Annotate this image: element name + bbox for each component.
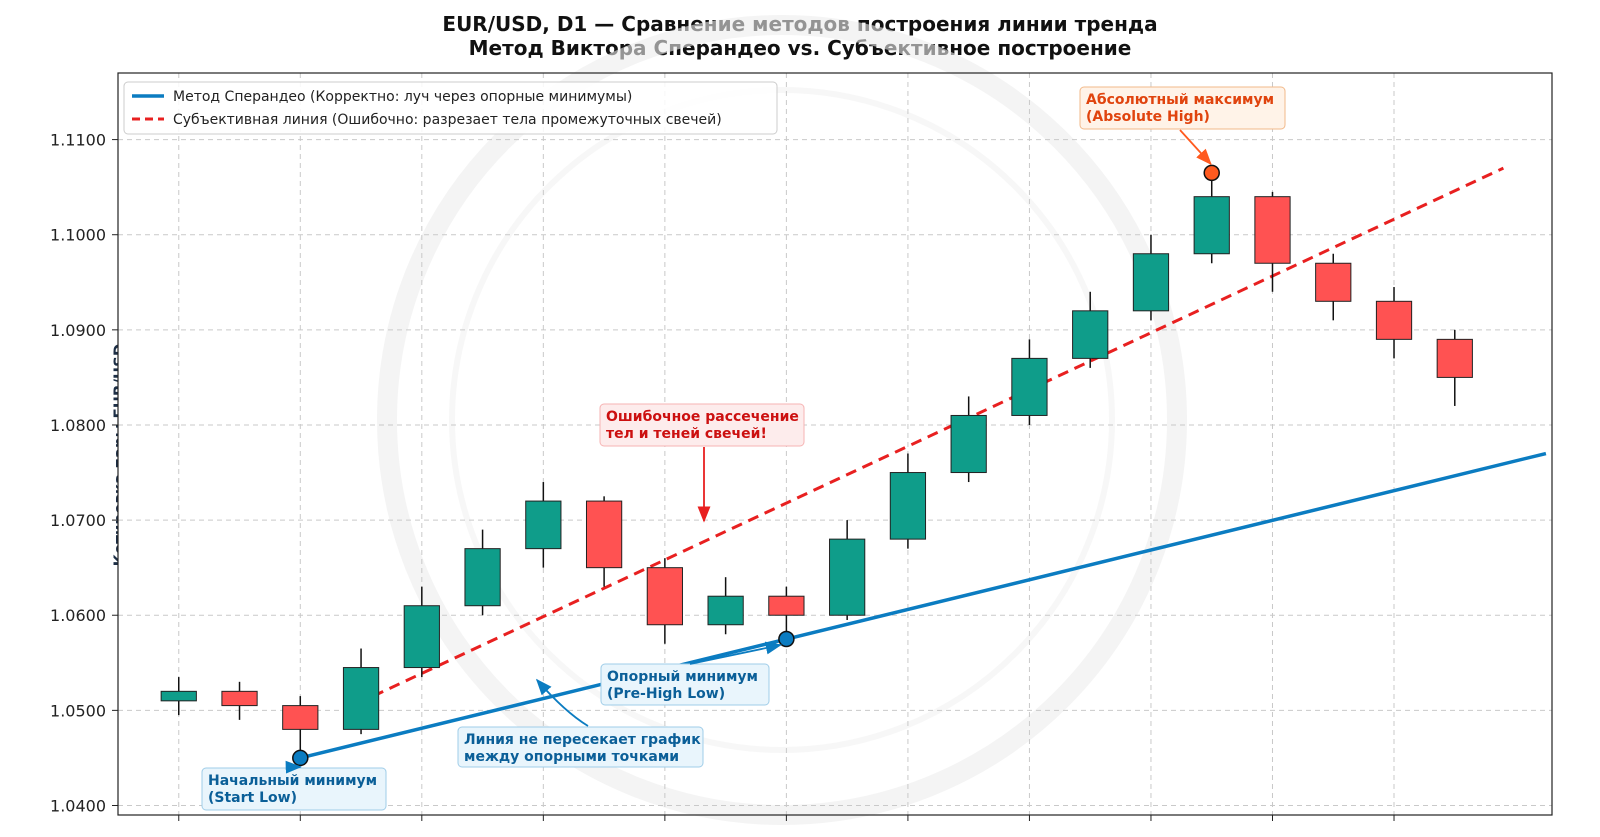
annotation-absolute-high-text: Абсолютный максимум xyxy=(1086,92,1274,108)
annotation-absolute-high-text: (Absolute High) xyxy=(1086,109,1210,125)
bearish-candle xyxy=(585,500,623,569)
bearish-candle xyxy=(282,705,319,730)
sperandeo-trendline xyxy=(299,451,1547,760)
arrow-absolute-high xyxy=(1179,129,1212,166)
bullish-candle xyxy=(403,605,440,669)
plot-frame xyxy=(117,72,1553,816)
y-tick-label: 1.0600 xyxy=(50,606,106,625)
annotation-pre-high-low-box xyxy=(600,663,770,706)
bullish-candle xyxy=(1072,310,1109,359)
bearish-candle xyxy=(1436,338,1473,378)
annotation-line-note-box xyxy=(457,726,704,768)
annotation-wrong-cut-text: Ошибочное рассечение xyxy=(606,409,799,425)
subjective-trendline xyxy=(372,166,1505,698)
annotation-wrong-cut-text: тел и теней свечей! xyxy=(606,426,767,442)
pre-high-low-marker xyxy=(778,630,795,648)
legend-box xyxy=(123,81,778,135)
bullish-candle xyxy=(889,472,927,540)
y-tick-label: 1.0900 xyxy=(50,321,106,340)
bullish-candle xyxy=(950,414,987,474)
bullish-candle xyxy=(1011,357,1048,416)
watermark-inner-ring xyxy=(449,87,1115,753)
bullish-candle xyxy=(1132,253,1170,312)
bullish-candle xyxy=(342,667,380,730)
bearish-candle xyxy=(768,595,805,616)
bullish-candle xyxy=(525,500,562,550)
annotation-start-low-text: Начальный минимум xyxy=(208,773,377,789)
bearish-candle xyxy=(1375,300,1413,340)
legend-label-sperandeo: Метод Сперандео (Корректно: луч через оп… xyxy=(173,89,632,105)
bullish-candle xyxy=(160,690,197,702)
annotation-line-note-text: Линия не пересекает график xyxy=(464,732,701,748)
annotation-absolute-high-box xyxy=(1079,86,1286,130)
annotation-pre-high-low-text: (Pre-High Low) xyxy=(607,686,725,702)
plot-area xyxy=(118,73,1552,815)
bullish-candle xyxy=(1193,196,1230,255)
absolute-high-marker xyxy=(1203,164,1220,182)
y-tick-label: 1.1100 xyxy=(50,131,106,150)
arrow-pre-high-low xyxy=(689,641,782,665)
arrow-line-note xyxy=(535,678,589,727)
bearish-candle xyxy=(1315,262,1352,302)
bearish-candle xyxy=(646,567,683,626)
start-low-marker xyxy=(292,749,309,767)
y-tick-label: 1.0500 xyxy=(50,701,106,720)
bullish-candle xyxy=(707,595,744,626)
bearish-candle xyxy=(221,690,258,707)
bullish-candle xyxy=(829,538,866,616)
y-tick-label: 1.0400 xyxy=(50,796,106,815)
chart-subtitle: Метод Виктора Сперандео vs. Субъективное… xyxy=(468,36,1132,60)
y-tick-label: 1.0700 xyxy=(50,511,106,530)
annotation-line-note-text: между опорными точками xyxy=(464,749,679,765)
annotation-wrong-cut-box xyxy=(599,403,805,447)
y-tick-label: 1.1000 xyxy=(50,226,106,245)
annotation-pre-high-low-text: Опорный минимум xyxy=(607,669,758,685)
y-tick-label: 1.0800 xyxy=(50,416,106,435)
bullish-candle xyxy=(464,548,501,607)
legend-label-subjective: Субъективная линия (Ошибочно: разрезает … xyxy=(173,112,722,128)
bearish-candle xyxy=(1254,196,1291,264)
annotation-start-low-text: (Start Low) xyxy=(208,790,297,806)
